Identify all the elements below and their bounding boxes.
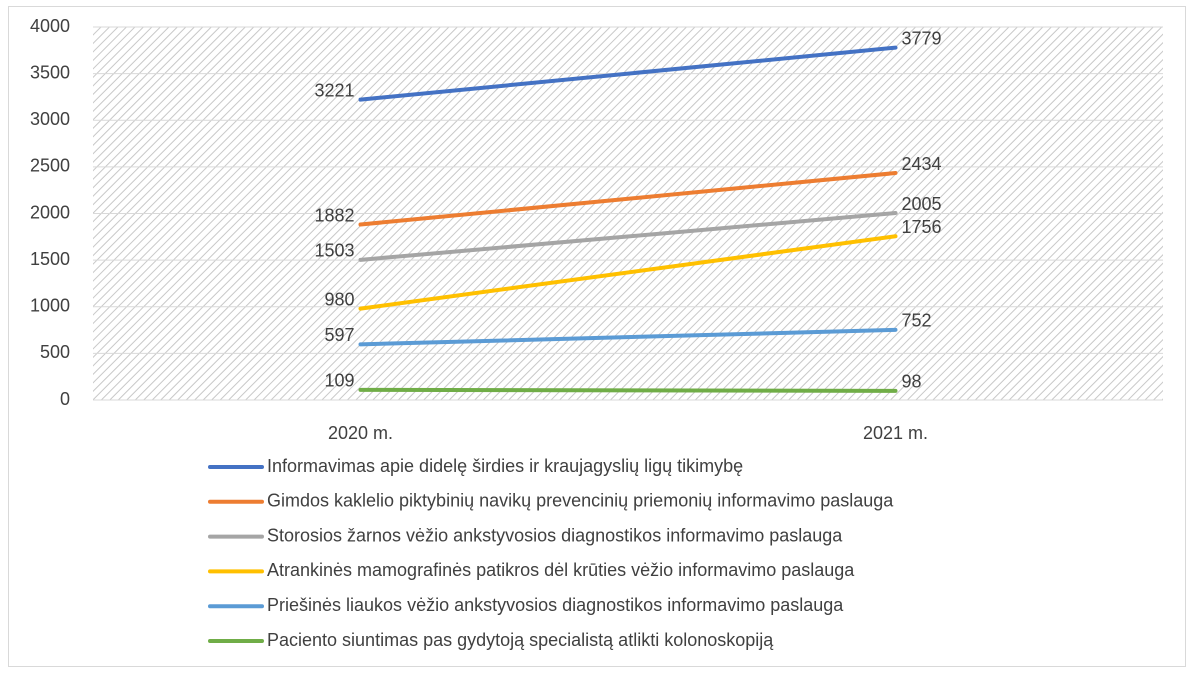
- x-tick-label: 2020 m.: [328, 423, 393, 443]
- data-label: 3779: [902, 28, 942, 48]
- y-tick-label: 1500: [30, 249, 70, 269]
- data-label: 1503: [314, 241, 354, 261]
- series-line: [358, 234, 898, 311]
- y-tick-label: 1000: [30, 296, 70, 316]
- y-tick-label: 500: [40, 342, 70, 362]
- y-tick-label: 2000: [30, 202, 70, 222]
- legend-label: Priešinės liaukos vėžio ankstyvosios dia…: [267, 595, 844, 615]
- data-label: 1756: [902, 217, 942, 237]
- data-label: 98: [902, 372, 922, 392]
- series-line: [358, 211, 898, 262]
- y-tick-label: 3000: [30, 109, 70, 129]
- data-label: 1882: [314, 205, 354, 225]
- data-label: 109: [324, 371, 354, 391]
- legend-label: Gimdos kaklelio piktybinių navikų preven…: [267, 491, 894, 511]
- data-label: 980: [324, 289, 354, 309]
- data-label: 2005: [902, 194, 942, 214]
- y-tick-label: 0: [60, 389, 70, 409]
- y-tick-label: 4000: [30, 16, 70, 36]
- data-label: 2434: [902, 154, 942, 174]
- legend-label: Atrankinės mamografinės patikros dėl krū…: [267, 560, 855, 580]
- y-tick-label: 2500: [30, 156, 70, 176]
- data-label: 752: [902, 311, 932, 331]
- data-label: 597: [324, 325, 354, 345]
- legend-label: Paciento siuntimas pas gydytoją speciali…: [267, 630, 774, 650]
- x-tick-label: 2021 m.: [863, 423, 928, 443]
- legend-label: Informavimas apie didelę širdies ir krau…: [267, 456, 743, 476]
- series-line: [358, 327, 898, 347]
- y-tick-label: 3500: [30, 62, 70, 82]
- series-line: [358, 171, 898, 227]
- series-line: [358, 387, 898, 393]
- series-line: [358, 45, 898, 102]
- data-label: 3221: [314, 80, 354, 100]
- legend-label: Storosios žarnos vėžio ankstyvosios diag…: [267, 525, 843, 545]
